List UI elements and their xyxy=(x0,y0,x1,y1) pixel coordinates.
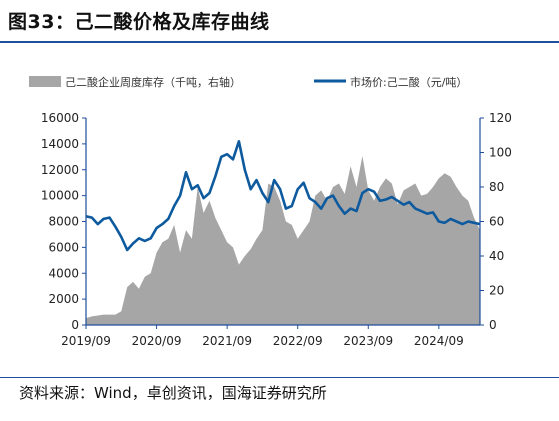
right-axis-tick-label: 0 xyxy=(489,318,497,332)
legend-area-label: 己二酸企业周度库存（千吨，右轴） xyxy=(65,75,241,89)
left-axis-tick-label: 10000 xyxy=(41,189,79,203)
price-line-layer xyxy=(85,140,481,252)
x-axis-tick-label: 2021/09 xyxy=(202,334,252,348)
left-axis-tick-label: 2000 xyxy=(48,292,79,306)
x-axis-tick-label: 2024/09 xyxy=(414,334,464,348)
source-divider xyxy=(0,377,559,378)
left-axis-tick-label: 6000 xyxy=(48,240,79,254)
right-axis-tick-label: 20 xyxy=(489,284,504,298)
x-axis-tick-label: 2019/09 xyxy=(61,334,111,348)
left-axis-tick-label: 4000 xyxy=(48,266,79,280)
title-underline xyxy=(0,41,559,43)
chart-legend: 己二酸企业周度库存（千吨，右轴） 市场价:己二酸（元/吨） xyxy=(29,75,467,89)
price-line xyxy=(85,140,481,252)
right-axis-tick-label: 100 xyxy=(489,146,512,160)
right-axis-tick-label: 80 xyxy=(489,180,504,194)
left-axis-tick-label: 8000 xyxy=(48,215,79,229)
x-axis-tick-label: 2023/09 xyxy=(343,334,393,348)
left-axis-tick-label: 16000 xyxy=(41,111,79,125)
legend-area-swatch xyxy=(29,76,61,87)
chart-axes: 0 2000 4000 6000 8000 10000 12000 14000 16000 0 20… xyxy=(41,111,512,348)
right-axis-tick-label: 40 xyxy=(489,249,504,263)
chart-title: 图33：己二酸价格及库存曲线 xyxy=(8,11,270,33)
left-axis-tick-label: 0 xyxy=(71,318,79,332)
right-axis-tick-label: 120 xyxy=(489,111,512,125)
right-axis-tick-label: 60 xyxy=(489,215,504,229)
source-note: 资料来源：Wind，卓创资讯，国海证券研究所 xyxy=(19,384,327,402)
inventory-area-layer xyxy=(86,156,480,325)
x-axis-tick-label: 2022/09 xyxy=(273,334,323,348)
inventory-area xyxy=(86,156,480,325)
left-axis-tick-label: 12000 xyxy=(41,163,79,177)
legend-line-label: 市场价:己二酸（元/吨） xyxy=(350,75,467,89)
x-axis-tick-label: 2020/09 xyxy=(132,334,182,348)
left-axis-tick-label: 14000 xyxy=(41,137,79,151)
